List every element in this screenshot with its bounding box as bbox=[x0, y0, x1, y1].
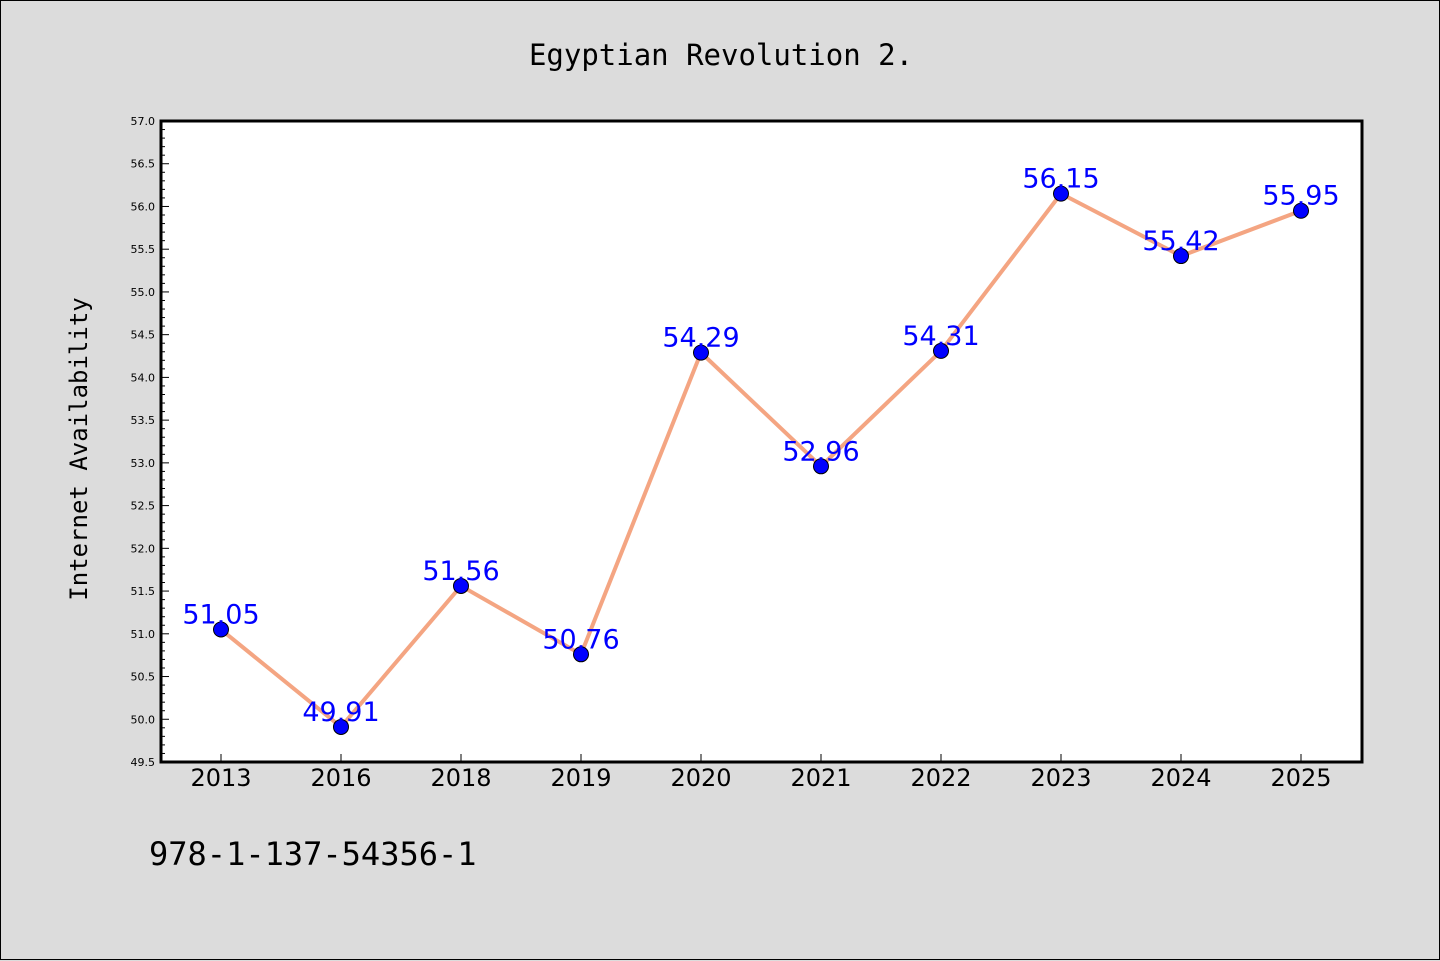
y-tick-label: 56.0 bbox=[131, 200, 156, 213]
x-tick-label: 2022 bbox=[910, 764, 971, 792]
x-tick-label: 2025 bbox=[1270, 764, 1331, 792]
y-tick-label: 49.5 bbox=[131, 756, 156, 769]
y-tick-label: 56.5 bbox=[131, 158, 156, 171]
data-label: 49.91 bbox=[302, 697, 379, 728]
y-tick-label: 57.0 bbox=[131, 115, 156, 128]
x-tick-label: 2021 bbox=[790, 764, 851, 792]
x-tick-label: 2016 bbox=[310, 764, 371, 792]
data-label: 54.31 bbox=[902, 321, 979, 352]
footnote-isbn: 978-1-137-54356-1 bbox=[149, 835, 477, 873]
data-label: 55.95 bbox=[1262, 181, 1339, 212]
y-tick-label: 53.0 bbox=[131, 457, 156, 470]
data-point bbox=[1293, 202, 1309, 219]
x-tick-label: 2024 bbox=[1150, 764, 1211, 792]
data-label: 52.96 bbox=[782, 436, 859, 467]
y-tick-label: 52.5 bbox=[131, 500, 156, 513]
x-tick-label: 2018 bbox=[430, 764, 491, 792]
y-axis-label: Internet Availability bbox=[65, 297, 93, 600]
y-axis: 49.5 50.0 50.5 51.0 51.5 52.0 52.5 53.0 53.5 54.0… bbox=[131, 115, 169, 769]
y-tick-label: 55.5 bbox=[131, 243, 156, 256]
data-label: 51.05 bbox=[182, 600, 259, 631]
y-tick-label: 50.5 bbox=[131, 671, 156, 684]
x-axis: 2013 2016 2018 2019 2020 2021 2022 2023 2024 2025 bbox=[190, 754, 1332, 792]
x-tick-label: 2020 bbox=[670, 764, 731, 792]
data-label: 54.29 bbox=[662, 323, 739, 354]
y-tick-label: 54.0 bbox=[131, 371, 156, 384]
y-tick-label: 51.0 bbox=[131, 628, 156, 641]
data-label: 51.56 bbox=[422, 556, 499, 587]
y-tick-label: 54.5 bbox=[131, 329, 156, 342]
data-label: 55.42 bbox=[1142, 226, 1219, 257]
data-point bbox=[573, 646, 589, 663]
data-point bbox=[453, 577, 469, 594]
data-label: 50.76 bbox=[542, 624, 619, 655]
data-point bbox=[1173, 248, 1189, 265]
plot-area bbox=[159, 119, 1364, 764]
data-label: 56.15 bbox=[1022, 164, 1099, 195]
data-point bbox=[333, 718, 349, 735]
y-tick-label: 53.5 bbox=[131, 414, 156, 427]
y-tick-label: 55.0 bbox=[131, 286, 156, 299]
series-line bbox=[219, 191, 1302, 729]
x-tick-label: 2013 bbox=[190, 764, 251, 792]
data-point bbox=[213, 621, 229, 638]
chart-title: Egyptian Revolution 2. bbox=[529, 38, 913, 72]
y-tick-label: 51.5 bbox=[131, 585, 156, 598]
x-tick-label: 2019 bbox=[550, 764, 611, 792]
series-group: 51.05 49.91 51.56 50.76 54.29 52.96 54.31 56.15… bbox=[182, 164, 1340, 735]
data-point bbox=[813, 458, 829, 475]
y-tick-label: 52.0 bbox=[131, 542, 156, 555]
y-tick-label: 50.0 bbox=[131, 713, 156, 726]
data-point bbox=[933, 342, 949, 359]
x-tick-label: 2023 bbox=[1030, 764, 1091, 792]
data-point bbox=[1053, 185, 1069, 202]
data-point bbox=[693, 344, 709, 361]
